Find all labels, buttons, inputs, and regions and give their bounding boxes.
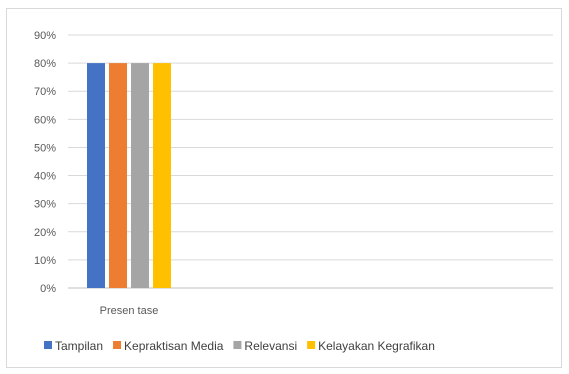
legend-label: Kelayakan Kegrafikan — [318, 339, 435, 353]
x-axis-tick-labels: Presen tase — [100, 305, 159, 317]
bar-kelayakan-kegrafikan — [153, 63, 171, 288]
bars — [87, 63, 171, 288]
y-tick-label: 70% — [34, 86, 56, 98]
y-tick-label: 20% — [34, 227, 56, 239]
x-tick-label: Presen tase — [100, 305, 159, 317]
y-tick-label: 30% — [34, 199, 56, 211]
bar-relevansi — [131, 63, 149, 288]
y-tick-label: 90% — [34, 30, 56, 42]
y-tick-label: 0% — [40, 283, 56, 295]
y-tick-label: 40% — [34, 171, 56, 183]
y-tick-label: 50% — [34, 142, 56, 154]
bar-tampilan — [87, 63, 105, 288]
legend-swatch — [113, 341, 122, 349]
legend-swatch — [307, 341, 316, 349]
bar-chart: 0% 10% 20% 30% 40% 50% 60% 70% 80% 90% Presen tas… — [34, 30, 553, 353]
legend-swatch — [44, 341, 52, 349]
legend: Tampilan Kepraktisan Media Relevansi Kelaya… — [44, 339, 435, 353]
y-tick-label: 80% — [34, 58, 56, 70]
y-axis-tick-labels: 0% 10% 20% 30% 40% 50% 60% 70% 80% 90% — [34, 30, 56, 295]
legend-label: Relevansi — [244, 339, 297, 353]
bar-kepraktisan-media — [109, 63, 127, 288]
legend-swatch — [233, 341, 242, 349]
chart-area: 0% 10% 20% 30% 40% 50% 60% 70% 80% 90% Presen tas… — [6, 8, 562, 368]
y-tick-label: 60% — [34, 114, 56, 126]
y-tick-label: 10% — [34, 255, 56, 267]
legend-label: Tampilan — [55, 339, 103, 353]
legend-label: Kepraktisan Media — [124, 339, 224, 353]
